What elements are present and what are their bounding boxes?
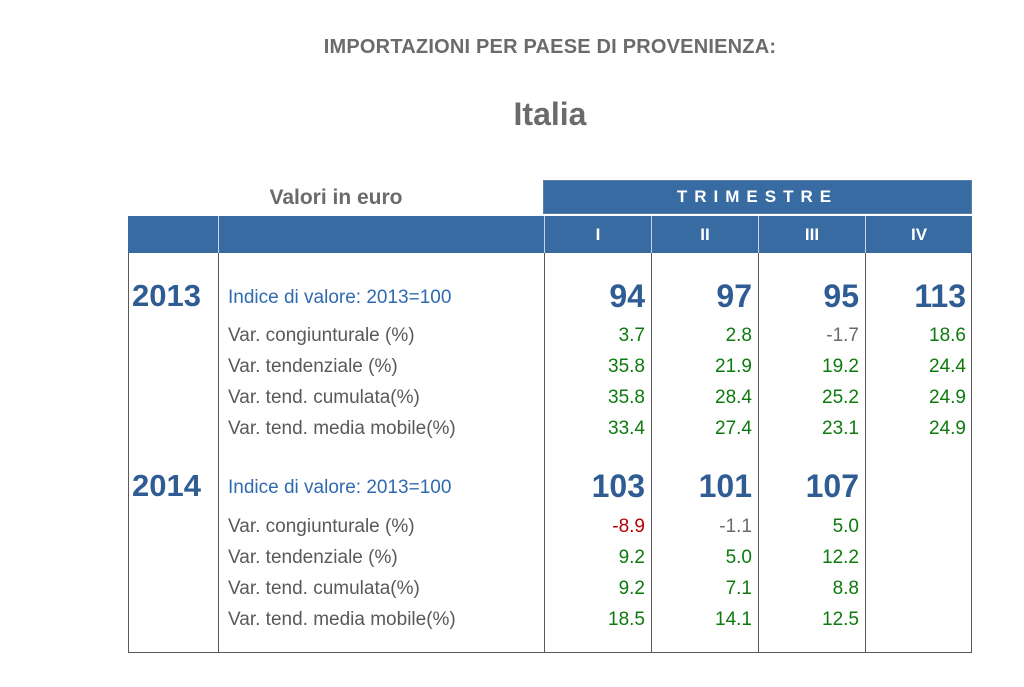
table-divider-q4 [865,253,866,653]
quarter-header-iv: IV [910,225,928,244]
cell-value: 27.4 [715,418,752,439]
cell-value: 18.5 [608,609,645,630]
cell-value: 2.8 [725,325,752,346]
row-label: Var. congiunturale (%) [228,516,415,537]
quarter-header-ii: II [700,225,710,244]
header-divider [544,216,545,253]
country-title: Italia [513,96,587,132]
table-divider-q2 [651,253,652,653]
year-label-2013: 2013 [132,278,201,313]
cell-value: 9.2 [618,578,645,599]
row-label: Var. tend. media mobile(%) [228,609,456,630]
row-label: Var. tend. cumulata(%) [228,578,420,599]
cell-value: 5.0 [725,547,752,568]
table-header-band [128,216,972,253]
cell-value: 24.9 [929,418,966,439]
cell-value: 21.9 [715,356,752,377]
quarter-header-i: I [595,225,601,244]
index-value: 103 [591,468,645,504]
table-divider-year [218,253,219,653]
cell-value: 18.6 [929,325,966,346]
cell-value: 24.4 [929,356,966,377]
cell-value: -1.7 [826,325,859,346]
row-label: Var. congiunturale (%) [228,325,415,346]
cell-value: 28.4 [715,387,752,408]
cell-value: 33.4 [608,418,645,439]
quarter-header-iii: III [804,225,820,244]
cell-value: 23.1 [822,418,859,439]
index-value: 107 [805,468,859,504]
cell-value: 35.8 [608,356,645,377]
cell-value: 7.1 [725,578,752,599]
index-label: Indice di valore: 2013=100 [228,287,452,308]
row-label: Var. tendenziale (%) [228,356,398,377]
cell-value: 3.7 [618,325,645,346]
cell-value: 25.2 [822,387,859,408]
index-value: 113 [914,278,966,314]
cell-value: 12.5 [822,609,859,630]
index-value: 94 [609,278,645,314]
index-value: 101 [698,468,752,504]
trimestre-header: TRIMESTRE [543,180,972,214]
cell-value: 14.1 [715,609,752,630]
year-label-2014: 2014 [132,468,201,503]
cell-value: 9.2 [618,547,645,568]
cell-value: 8.8 [832,578,859,599]
row-label: Var. tend. media mobile(%) [228,418,456,439]
table-border-bottom [128,652,972,653]
cell-value: 24.9 [929,387,966,408]
units-label: Valori in euro [269,186,403,209]
header-divider [651,216,652,253]
index-label: Indice di valore: 2013=100 [228,477,452,498]
cell-value: 12.2 [822,547,859,568]
header-divider [758,216,759,253]
cell-value: 5.0 [832,516,859,537]
cell-value: -8.9 [612,516,645,537]
row-label: Var. tend. cumulata(%) [228,387,420,408]
table-divider-q1 [544,253,545,653]
table-border-left [128,253,129,653]
cell-value: 35.8 [608,387,645,408]
row-label: Var. tendenziale (%) [228,547,398,568]
cell-value: 19.2 [822,356,859,377]
page-title: IMPORTAZIONI PER PAESE DI PROVENIENZA: [323,36,777,58]
table-border-right [971,253,972,653]
cell-value: -1.1 [719,516,752,537]
header-divider [218,216,219,253]
index-value: 97 [716,278,752,314]
index-value: 95 [823,278,859,314]
table-divider-q3 [758,253,759,653]
header-divider [865,216,866,253]
